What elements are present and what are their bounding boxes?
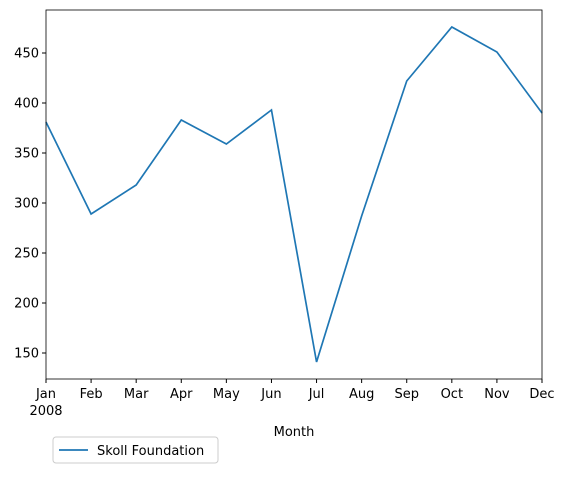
plot-frame (45, 9, 543, 380)
y-tick-label: 300 (14, 197, 39, 212)
y-tick-label: 450 (14, 47, 39, 62)
data-line (45, 25, 543, 363)
x-tick-label: Feb (80, 387, 103, 402)
legend-box (52, 436, 219, 464)
legend-label: Skoll Foundation (97, 444, 204, 459)
x-year-label: 2008 (29, 404, 62, 419)
x-tick-label: Jul (308, 387, 325, 402)
x-tick-label: Mar (124, 387, 149, 402)
x-axis-label: Month (274, 425, 315, 440)
y-tick-label: 400 (14, 97, 39, 112)
x-tick-label: Jun (260, 387, 281, 402)
x-tick-label: Jan (35, 387, 56, 402)
legend: Skoll Foundation (52, 436, 219, 464)
x-tick-label: Oct (441, 387, 463, 402)
y-tick-label: 200 (14, 297, 39, 312)
x-tick-label: Nov (484, 387, 510, 402)
y-tick-label: 150 (14, 347, 39, 362)
x-tick-label: Dec (529, 387, 554, 402)
x-tick-label: Sep (394, 387, 419, 402)
x-tick-label: Apr (170, 387, 193, 402)
x-tick-label: Aug (349, 387, 374, 402)
y-tick-label: 250 (14, 247, 39, 262)
y-tick-label: 350 (14, 147, 39, 162)
x-tick-label: May (213, 387, 240, 402)
